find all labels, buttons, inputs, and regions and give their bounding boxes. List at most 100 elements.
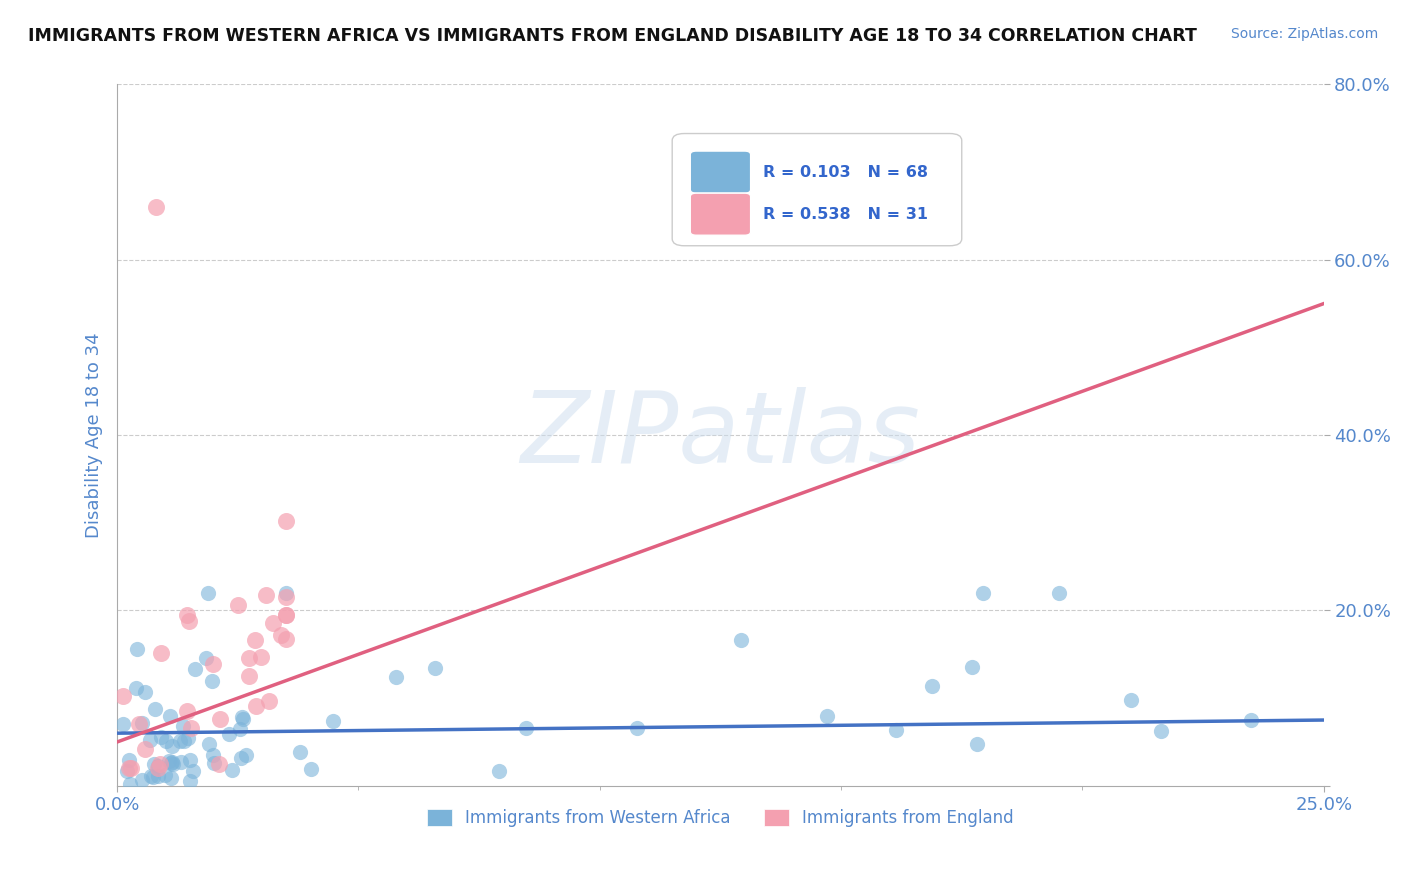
Point bbox=[274, 514, 297, 528]
Point bbox=[179, 614, 201, 628]
Point bbox=[423, 661, 446, 675]
Point bbox=[815, 708, 838, 723]
Point bbox=[250, 649, 273, 664]
Point bbox=[322, 714, 344, 728]
Point bbox=[299, 762, 322, 776]
Point bbox=[488, 764, 510, 778]
Point bbox=[146, 761, 169, 775]
Point bbox=[118, 777, 141, 791]
Point bbox=[1119, 692, 1142, 706]
Point bbox=[238, 651, 260, 665]
Y-axis label: Disability Age 18 to 34: Disability Age 18 to 34 bbox=[86, 333, 103, 538]
FancyBboxPatch shape bbox=[690, 151, 751, 194]
Point bbox=[181, 764, 204, 778]
Point bbox=[235, 747, 257, 762]
Point bbox=[120, 761, 142, 775]
Point bbox=[138, 732, 160, 747]
Point bbox=[160, 755, 183, 769]
Point bbox=[972, 586, 994, 600]
Text: Source: ZipAtlas.com: Source: ZipAtlas.com bbox=[1230, 27, 1378, 41]
Point bbox=[221, 763, 243, 777]
Point bbox=[176, 607, 198, 622]
Point bbox=[183, 662, 205, 676]
Point bbox=[384, 670, 406, 684]
Point bbox=[172, 718, 194, 732]
Point bbox=[177, 731, 200, 745]
Point bbox=[966, 737, 988, 751]
Point bbox=[146, 768, 169, 782]
Point bbox=[202, 748, 225, 763]
Point bbox=[118, 761, 141, 775]
Point bbox=[197, 586, 219, 600]
Point bbox=[149, 756, 172, 771]
Point bbox=[143, 702, 166, 716]
Text: ZIPatlas: ZIPatlas bbox=[520, 386, 921, 483]
FancyBboxPatch shape bbox=[690, 194, 751, 235]
Point bbox=[730, 633, 752, 648]
Point bbox=[112, 716, 135, 731]
Point bbox=[195, 651, 218, 665]
Point bbox=[179, 773, 201, 788]
Point bbox=[200, 673, 222, 688]
Point bbox=[131, 772, 153, 787]
Point bbox=[243, 632, 266, 647]
Point bbox=[288, 745, 311, 759]
Point bbox=[170, 755, 193, 769]
Point bbox=[145, 200, 167, 214]
Point bbox=[125, 681, 148, 695]
Point bbox=[276, 586, 298, 600]
FancyBboxPatch shape bbox=[672, 134, 962, 246]
Point bbox=[149, 730, 172, 744]
Point bbox=[218, 727, 240, 741]
Point bbox=[155, 768, 177, 782]
Point bbox=[232, 712, 254, 726]
Legend: Immigrants from Western Africa, Immigrants from England: Immigrants from Western Africa, Immigran… bbox=[420, 802, 1021, 833]
Point bbox=[134, 685, 156, 699]
Text: R = 0.103   N = 68: R = 0.103 N = 68 bbox=[762, 165, 928, 179]
Point bbox=[160, 739, 183, 753]
Point bbox=[118, 753, 141, 767]
Point bbox=[159, 709, 181, 723]
Point bbox=[180, 722, 202, 736]
Point bbox=[1047, 586, 1070, 600]
Point bbox=[134, 742, 156, 756]
Point bbox=[179, 753, 201, 767]
Point bbox=[960, 660, 983, 674]
Point bbox=[169, 733, 191, 747]
Text: R = 0.538   N = 31: R = 0.538 N = 31 bbox=[762, 207, 928, 222]
Point bbox=[142, 770, 165, 784]
Point bbox=[229, 723, 252, 737]
Point bbox=[150, 646, 173, 660]
Point bbox=[274, 608, 297, 623]
Point bbox=[245, 698, 267, 713]
Point bbox=[226, 598, 249, 612]
Point bbox=[270, 628, 292, 642]
Point bbox=[155, 734, 177, 748]
Point bbox=[173, 734, 195, 748]
Point bbox=[274, 591, 297, 605]
Point bbox=[274, 608, 297, 623]
Point bbox=[159, 771, 181, 785]
Point bbox=[162, 756, 184, 771]
Point bbox=[146, 759, 169, 773]
Point bbox=[128, 717, 150, 731]
Point bbox=[229, 751, 252, 765]
Point bbox=[884, 723, 907, 738]
Point bbox=[208, 756, 231, 771]
Point bbox=[143, 757, 166, 772]
Point bbox=[198, 737, 221, 751]
Point bbox=[131, 715, 153, 730]
Point bbox=[921, 679, 943, 693]
Point bbox=[257, 694, 280, 708]
Point bbox=[139, 769, 162, 783]
Point bbox=[176, 704, 198, 718]
Point bbox=[201, 657, 224, 672]
Point bbox=[157, 754, 180, 768]
Point bbox=[1150, 724, 1173, 739]
Point bbox=[160, 756, 183, 771]
Point bbox=[115, 764, 138, 778]
Text: IMMIGRANTS FROM WESTERN AFRICA VS IMMIGRANTS FROM ENGLAND DISABILITY AGE 18 TO 3: IMMIGRANTS FROM WESTERN AFRICA VS IMMIGR… bbox=[28, 27, 1197, 45]
Point bbox=[125, 641, 148, 656]
Point bbox=[208, 712, 231, 726]
Point bbox=[254, 588, 277, 602]
